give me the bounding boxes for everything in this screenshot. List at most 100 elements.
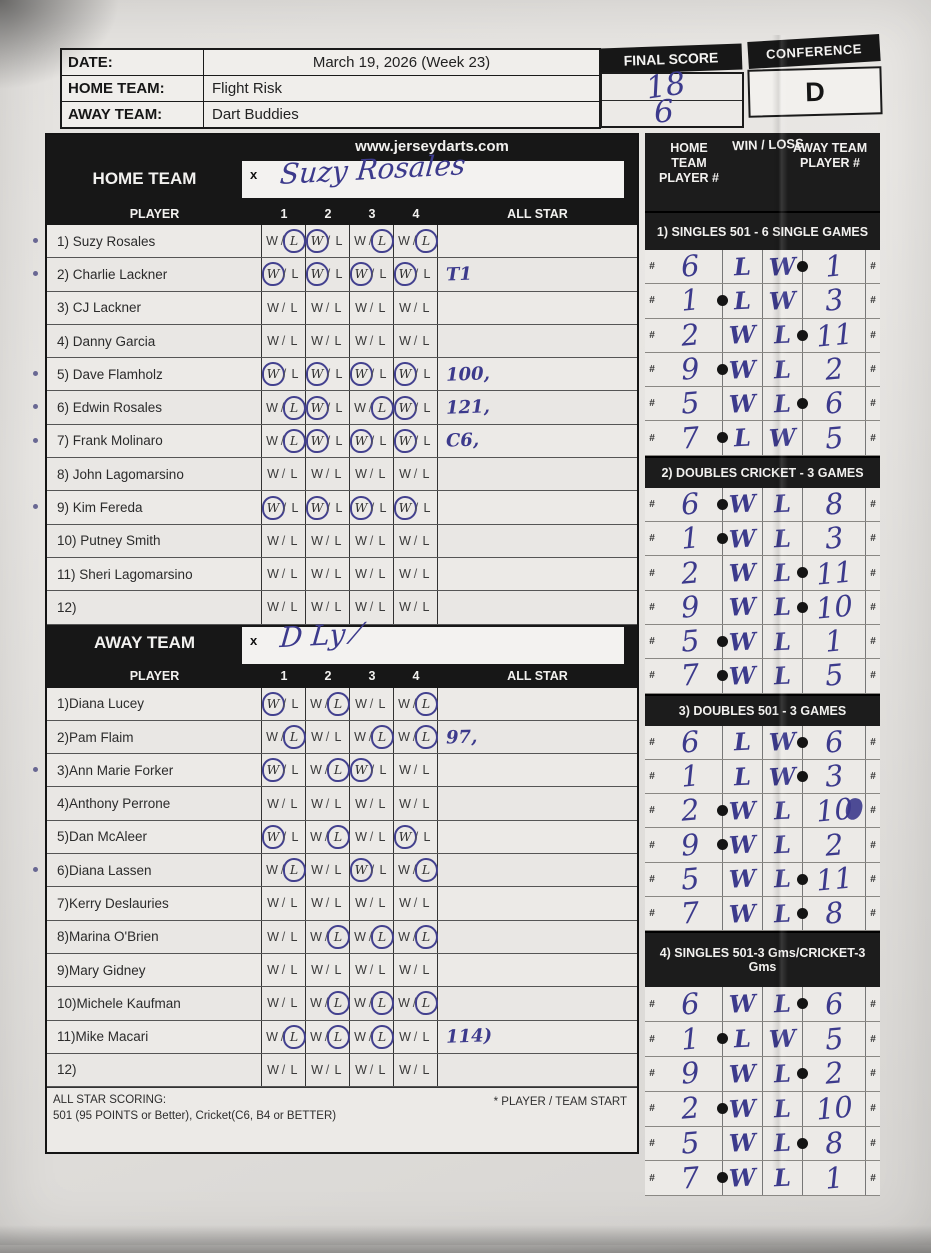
loss-circled-mark: L (326, 758, 350, 783)
loss-letter: L (335, 433, 343, 448)
away-player-row: 7)Kerry Deslauries W / L W / L W / L W / L (47, 887, 637, 921)
home-player-row: 10) Putney Smith W / L W / L W / L W / L (47, 524, 637, 558)
allstar-value-handwritten: 100, (445, 363, 491, 386)
away-result-cell: L (762, 659, 802, 693)
wl-separator: / (281, 796, 286, 811)
hash-symbol: # (870, 805, 876, 817)
home-result-letter-handwritten: W (728, 1092, 757, 1124)
win-letter: W (267, 996, 279, 1011)
hash-symbol: # (870, 1033, 876, 1045)
wl-separator: / (326, 500, 331, 515)
start-player-dot-away (797, 908, 808, 920)
home-result-letter-handwritten: W (728, 795, 757, 826)
hash-symbol: # (649, 364, 655, 376)
wl-separator: / (325, 730, 330, 744)
game3-column-header: 3 (368, 206, 376, 221)
home-player-number-cell: 6 (659, 248, 722, 283)
win-letter: W (311, 896, 323, 911)
loss-circled-mark: L (326, 991, 350, 1016)
away-player-number-handwritten: 8 (823, 486, 845, 522)
away-result-letter-handwritten: L (773, 898, 792, 929)
section-title: 1) SINGLES 501 - 6 SINGLE GAMES (656, 224, 869, 239)
loss-letter: L (291, 267, 299, 282)
player-name: 11)Mike Macari (47, 1020, 262, 1053)
loss-circled-mark: L (282, 428, 306, 453)
match-row: #7 L W 5 # (645, 420, 880, 456)
away-player-number-handwritten: 3 (823, 758, 845, 794)
match-row: #5 W L 1 # (645, 623, 880, 660)
away-player-number-handwritten: 6 (823, 385, 845, 422)
hash-symbol: # (649, 261, 655, 273)
away-player-number-handwritten: 2 (823, 1055, 845, 1092)
win-letter: W (399, 1029, 411, 1044)
game-result-cell: W / L (306, 1053, 350, 1087)
game-result-cell: W / L (394, 920, 438, 953)
away-player-number-handwritten: 1 (823, 623, 845, 659)
hash-symbol: # (649, 533, 655, 545)
game-result-cell: W / L (350, 557, 394, 591)
wl-separator: / (369, 467, 374, 482)
wl-separator: / (282, 696, 287, 711)
away-player-number-cell: 3 (802, 283, 866, 318)
start-player-dot-away (797, 329, 808, 341)
loss-circled-mark: L (326, 1024, 350, 1049)
wl-separator: / (414, 400, 419, 415)
home-team-value: Flight Risk (212, 80, 283, 97)
allstar-cell: 121, (438, 391, 637, 423)
home-player-row: 6) Edwin Rosales W / L W / L W / L W / L 121, (33, 391, 637, 425)
home-result-cell: L (722, 725, 762, 759)
away-player-row: 12) W / L W / L W / L W / L (47, 1053, 637, 1088)
home-player-number-handwritten: 5 (679, 385, 702, 422)
wl-separator: / (413, 896, 418, 911)
start-player-dot-home (717, 1102, 728, 1114)
match-row: #7 W L 5 # (645, 657, 880, 694)
away-player-number-handwritten: 5 (823, 1020, 845, 1057)
game-result-cell: W / L (306, 591, 350, 624)
loss-circled-mark: L (282, 229, 306, 254)
home-player-number-handwritten: 7 (679, 657, 702, 694)
game-result-cell: W / L (394, 324, 438, 358)
loss-circled-mark: L (326, 691, 350, 716)
section-title-wrap: 2) DOUBLES CRICKET - 3 GAMES (645, 455, 880, 488)
home-result-letter-handwritten: W (728, 863, 757, 895)
wl-separator: / (414, 367, 419, 382)
home-player-number-handwritten: 6 (679, 486, 702, 522)
win-letter: W (354, 929, 366, 944)
loss-letter: L (422, 467, 430, 482)
wl-separator: / (413, 1029, 418, 1044)
allstar-cell (438, 821, 637, 853)
wl-separator: / (413, 334, 418, 349)
game3-column-header: 3 (368, 669, 376, 684)
allstar-cell (438, 292, 637, 324)
win-letter: W (355, 696, 367, 711)
away-player-row: 3)Ann Marie Forker W / L W / L W / L W / L (33, 754, 637, 788)
win-circled-mark: W (393, 824, 417, 849)
loss-letter: L (422, 963, 430, 978)
home-player-row: 11) Sheri Lagomarsino W / L W / L W / L W / L (47, 557, 637, 592)
home-team-label: HOME TEAM: (62, 76, 204, 101)
away-player-number-handwritten: 6 (823, 985, 845, 1022)
wl-separator: / (413, 1062, 418, 1077)
match-row: #2 W L 11 # (645, 554, 880, 591)
win-letter: W (267, 963, 279, 978)
wl-separator: / (368, 730, 373, 744)
allstar-value-handwritten: 97, (445, 725, 478, 749)
start-player-dot-home (717, 432, 728, 444)
player-name: 12) (47, 591, 262, 624)
player-name: 1)Diana Lucey (47, 687, 262, 720)
win-circled-mark: W (305, 262, 329, 287)
wl-separator: / (281, 600, 286, 615)
final-score-away-handwritten: 6 (652, 93, 675, 131)
hash-symbol: # (649, 329, 655, 341)
loss-circled-mark: L (370, 924, 394, 949)
win-letter: W (266, 730, 278, 744)
win-circled-mark: W (305, 229, 329, 254)
game-result-cell: W / L (394, 458, 438, 491)
player-team-start-note: * PLAYER / TEAM START (493, 1096, 627, 1109)
away-player-row: 4)Anthony Perrone W / L W / L W / L W / L (47, 787, 637, 821)
loss-letter: L (334, 533, 342, 548)
home-result-cell: L (722, 1022, 762, 1056)
loss-letter: L (378, 1062, 386, 1077)
away-player-number-handwritten: 6 (823, 723, 845, 760)
start-player-dot-away (797, 261, 808, 272)
